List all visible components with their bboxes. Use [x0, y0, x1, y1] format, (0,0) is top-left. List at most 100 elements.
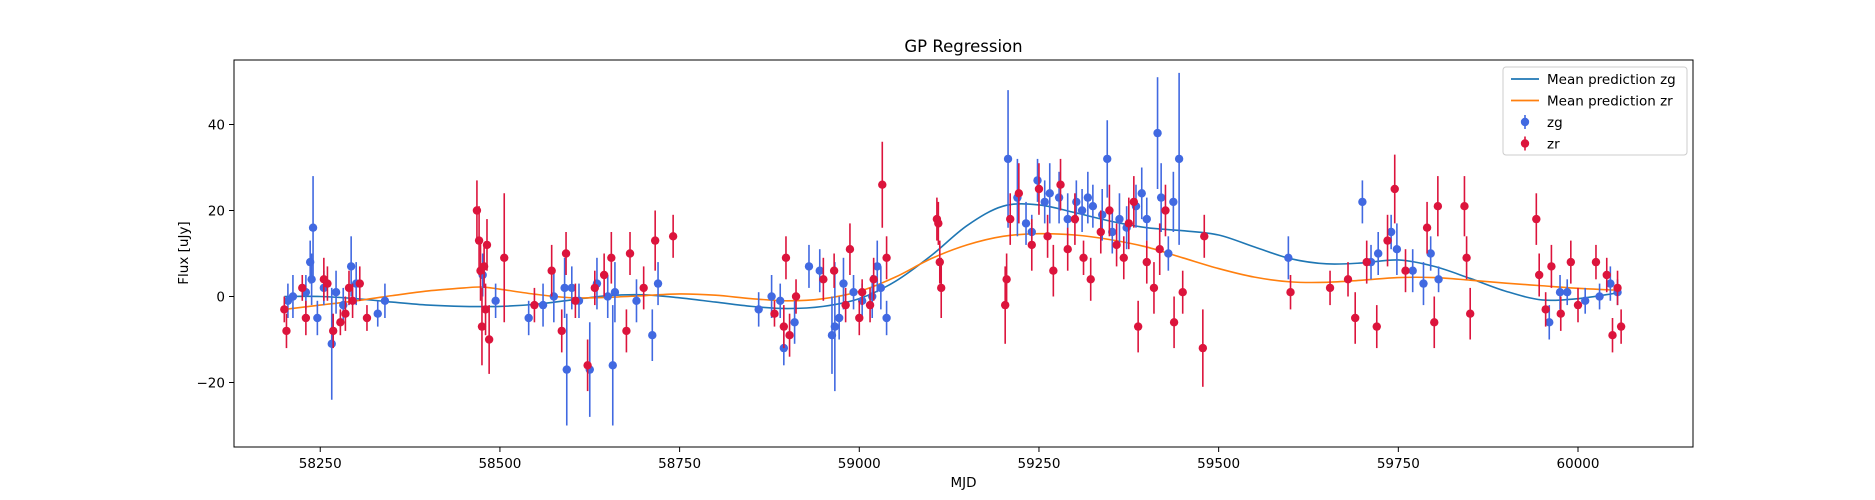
data-point-zr	[1112, 223, 1121, 267]
data-point-zr	[1433, 176, 1443, 237]
point-marker	[1566, 257, 1576, 267]
data-point-zr	[1079, 240, 1088, 275]
point-marker	[668, 232, 678, 241]
point-marker	[1563, 288, 1572, 297]
data-point-zr	[1383, 214, 1392, 267]
point-marker	[1556, 309, 1565, 318]
point-marker	[1580, 296, 1590, 305]
data-point-zr	[1133, 300, 1143, 353]
point-marker	[1541, 305, 1550, 314]
point-marker	[327, 339, 336, 348]
data-point-zr	[855, 300, 864, 336]
data-point-zg	[790, 300, 799, 344]
point-marker	[484, 335, 494, 344]
data-point-zr	[1566, 240, 1576, 284]
point-marker	[1465, 309, 1475, 318]
data-point-zr	[1129, 176, 1139, 228]
data-point-zr	[481, 283, 490, 336]
data-point-zr	[1027, 219, 1036, 271]
point-marker	[1386, 227, 1396, 237]
point-marker	[770, 309, 779, 318]
data-point-zr	[1556, 296, 1565, 331]
point-marker	[1408, 266, 1417, 275]
data-point-zg	[610, 262, 620, 323]
data-point-zr	[779, 305, 789, 349]
point-marker	[1616, 322, 1626, 331]
data-point-zr	[1343, 262, 1353, 297]
point-marker	[288, 292, 298, 301]
data-point-zr	[650, 210, 660, 271]
observation-points	[280, 72, 1626, 426]
data-point-zg	[1156, 163, 1166, 232]
point-marker	[373, 309, 382, 318]
point-marker	[791, 292, 801, 301]
legend-label: Mean prediction zg	[1547, 72, 1676, 88]
data-point-zg	[603, 275, 612, 318]
point-marker	[530, 300, 539, 310]
point-marker	[500, 253, 509, 262]
point-marker	[841, 300, 850, 310]
point-marker	[607, 253, 616, 262]
point-marker	[653, 279, 663, 288]
point-marker	[1174, 154, 1184, 164]
data-point-zg	[1580, 287, 1590, 314]
point-marker	[341, 309, 350, 318]
data-point-zg	[1021, 201, 1031, 245]
data-point-zg	[776, 283, 785, 318]
point-marker	[1433, 202, 1443, 211]
point-marker	[1033, 176, 1042, 185]
data-point-zr	[1430, 296, 1439, 349]
data-point-zg	[1284, 236, 1293, 280]
data-point-zr	[639, 266, 648, 310]
data-point-zg	[1137, 167, 1146, 220]
data-point-zg	[313, 300, 322, 336]
data-point-zg	[653, 262, 663, 306]
point-marker	[779, 322, 789, 331]
data-point-zg	[1115, 193, 1124, 245]
point-marker	[829, 266, 839, 275]
point-marker	[1000, 300, 1010, 310]
y-tick-label: 20	[208, 204, 225, 220]
data-point-zr	[1534, 253, 1544, 297]
x-tick-label: 58250	[299, 456, 342, 472]
data-point-zr	[622, 309, 631, 353]
data-point-zr	[1362, 240, 1371, 284]
data-point-zr	[482, 219, 492, 271]
point-marker	[477, 322, 487, 331]
point-marker	[1006, 214, 1015, 224]
data-point-zg	[562, 313, 571, 426]
data-point-zr	[1541, 292, 1550, 327]
point-marker	[482, 240, 492, 250]
data-point-zr	[1547, 244, 1556, 288]
point-marker	[590, 283, 599, 293]
data-point-zr	[561, 232, 571, 275]
data-point-zr	[323, 266, 332, 301]
data-point-zg	[524, 300, 533, 336]
point-marker	[878, 180, 887, 189]
data-point-zr	[857, 279, 867, 306]
data-point-zr	[362, 305, 372, 331]
data-point-zr	[1422, 201, 1432, 254]
point-marker	[1200, 232, 1209, 241]
chart-title: GP Regression	[904, 37, 1022, 56]
data-point-zg	[331, 270, 341, 314]
data-point-zg	[491, 283, 500, 318]
data-point-zr	[1200, 214, 1209, 258]
point-marker	[1286, 288, 1295, 297]
point-marker	[857, 288, 867, 297]
data-point-zr	[1573, 287, 1583, 323]
data-point-zr	[1532, 193, 1541, 245]
data-point-zg	[876, 266, 886, 310]
point-marker	[1124, 219, 1134, 228]
data-point-zg	[1426, 236, 1435, 271]
point-marker	[1547, 262, 1556, 271]
legend-entry-mean-prediction-zr: Mean prediction zr	[1511, 94, 1673, 110]
point-marker	[481, 305, 490, 314]
data-point-zr	[1124, 197, 1134, 250]
y-tick-label: −20	[197, 376, 226, 392]
point-marker	[1426, 249, 1435, 258]
data-point-zr	[882, 236, 891, 280]
point-marker	[1043, 232, 1052, 241]
data-point-zg	[834, 296, 844, 340]
